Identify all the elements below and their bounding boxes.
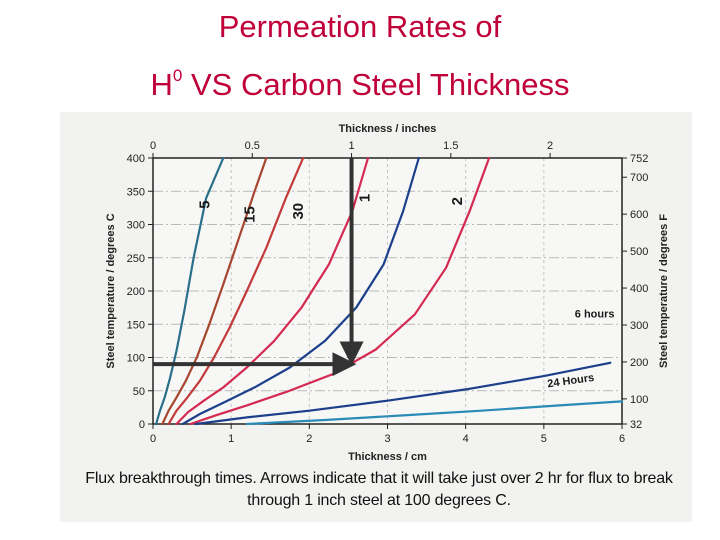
y2-tick-label: 32 xyxy=(630,419,642,431)
caption-line1: Flux breakthrough times. Arrows indicate… xyxy=(85,470,673,487)
series-line-4 xyxy=(181,156,420,426)
y2-axis-title: Steel temperature / degrees F xyxy=(658,214,670,368)
x-tick-label: 6 xyxy=(619,433,625,445)
y-tick-label: 50 xyxy=(133,386,145,398)
y2-tick-label: 100 xyxy=(630,394,648,406)
slide-title-line2: H0 VS Carbon Steel Thickness xyxy=(0,57,720,104)
series-line-1 xyxy=(161,156,268,426)
x2-tick-label: 2 xyxy=(547,140,553,152)
chart-svg: 0 50 100 150 200 250 300 350 400 0 1 2 3 4 5 6 0 0.5 1 1.5 2… xyxy=(105,123,670,463)
series-line-7 xyxy=(245,400,624,426)
series-line-2 xyxy=(167,156,305,426)
y-axis-title: Steel temperature / degrees C xyxy=(105,213,117,368)
y2-tick-label: 600 xyxy=(630,209,648,221)
y2-tick-label: 200 xyxy=(630,357,648,369)
y-tick-label: 100 xyxy=(127,353,145,365)
slide-title-line1: Permeation Rates of xyxy=(218,9,502,44)
y-tick-label: 300 xyxy=(127,220,145,232)
y-tick-label: 150 xyxy=(127,319,145,331)
x-axis-title: Thickness / cm xyxy=(348,451,427,463)
curve-label: 6 hours xyxy=(575,309,615,321)
x-tick-label: 5 xyxy=(541,433,547,445)
y2-tick-label: 400 xyxy=(630,283,648,295)
x2-tick-label: 0 xyxy=(150,140,156,152)
curve-label: 30 xyxy=(290,203,307,220)
x-tick-label: 0 xyxy=(150,433,156,445)
caption-line2: through 1 inch steel at 100 degrees C. xyxy=(247,492,511,509)
y-tick-label: 200 xyxy=(127,286,145,298)
curve-label: 5 xyxy=(196,200,213,208)
series-line-0 xyxy=(155,156,225,426)
y2-tick-label: 752 xyxy=(630,153,648,165)
series-line-6 xyxy=(194,361,612,426)
x2-tick-label: 0.5 xyxy=(245,140,260,152)
y-tick-label: 400 xyxy=(127,153,145,165)
curve-label: 15 xyxy=(242,206,259,223)
curve-label: 1 xyxy=(357,194,374,202)
y-tick-label: 0 xyxy=(139,419,145,431)
y2-tick-label: 300 xyxy=(630,320,648,332)
x2-tick-label: 1 xyxy=(348,140,354,152)
curve-label: 2 xyxy=(449,197,466,205)
x2-tick-label: 1.5 xyxy=(443,140,458,152)
x-tick-label: 3 xyxy=(384,433,390,445)
series-line-3 xyxy=(175,156,370,426)
x-tick-label: 2 xyxy=(306,433,312,445)
title-prefix: H xyxy=(150,67,173,102)
x-tick-label: 4 xyxy=(463,433,469,445)
y-tick-label: 350 xyxy=(127,186,145,198)
title-suffix: VS Carbon Steel Thickness xyxy=(182,67,570,102)
x-tick-label: 1 xyxy=(228,433,234,445)
title-superscript: 0 xyxy=(172,66,183,85)
y-tick-label: 250 xyxy=(127,253,145,265)
x2-axis-title: Thickness / inches xyxy=(339,123,437,135)
permeation-chart: 0 50 100 150 200 250 300 350 400 0 1 2 3 4 5 6 0 0.5 1 1.5 2… xyxy=(60,112,692,522)
y2-tick-label: 500 xyxy=(630,246,648,258)
y2-tick-label: 700 xyxy=(630,172,648,184)
